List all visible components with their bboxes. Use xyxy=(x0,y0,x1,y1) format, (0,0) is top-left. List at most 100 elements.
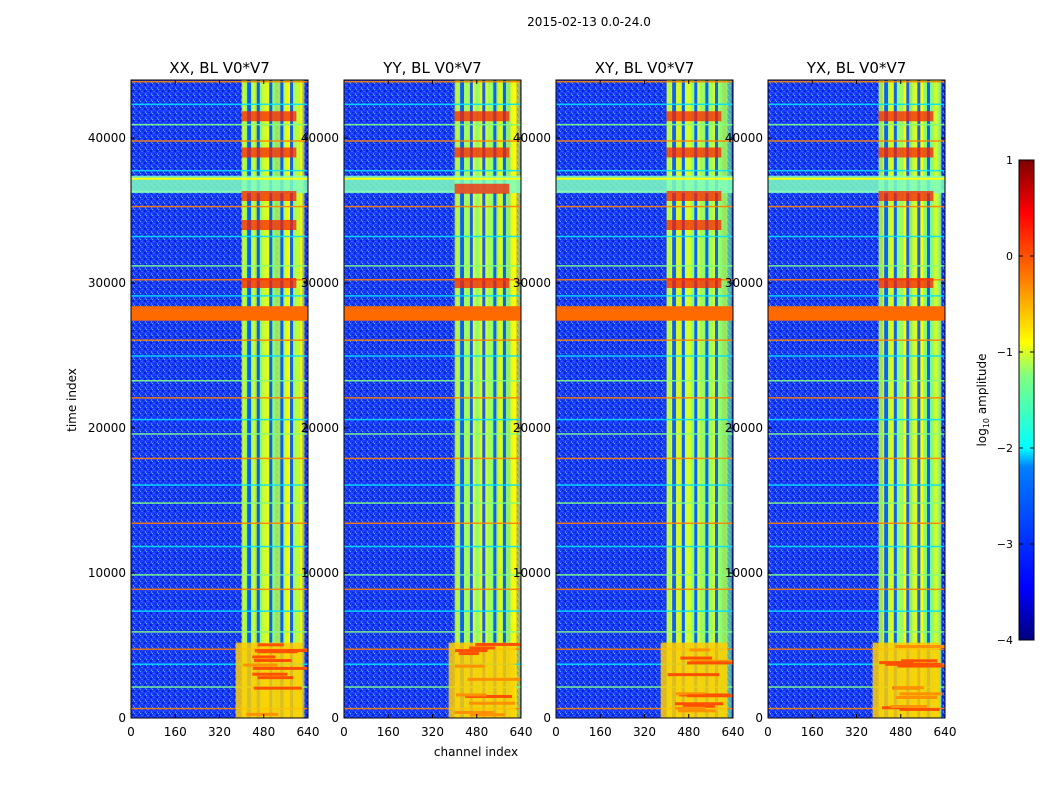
rfi-stripe xyxy=(256,80,260,718)
colorbar-label-suffix: amplitude xyxy=(975,354,989,418)
panel-title: XY, BL V0*V7 xyxy=(595,59,695,77)
y-tick-label: 0 xyxy=(543,711,551,725)
y-axis-label: time index xyxy=(65,368,79,432)
rfi-stripe xyxy=(694,80,698,718)
y-tick-label: 40000 xyxy=(88,131,126,145)
colorbar-label-prefix: log xyxy=(975,428,989,446)
x-tick-label: 640 xyxy=(934,725,957,739)
low-burst-texture xyxy=(885,662,943,666)
rfi-line xyxy=(556,123,733,126)
low-burst-texture xyxy=(455,649,488,653)
hot-spot xyxy=(878,111,934,122)
rfi-line xyxy=(556,295,733,297)
rfi-line xyxy=(768,235,945,238)
rfi-line xyxy=(556,484,733,486)
rfi-stripe xyxy=(681,80,685,718)
rfi-line xyxy=(131,588,308,591)
y-tick-label: 30000 xyxy=(301,276,339,290)
x-tick-label: 320 xyxy=(845,725,868,739)
rfi-line xyxy=(344,457,521,460)
rfi-line xyxy=(768,169,945,172)
y-tick-label: 10000 xyxy=(725,566,763,580)
rfi-texture xyxy=(270,80,276,718)
rfi-line xyxy=(768,522,945,524)
rfi-line xyxy=(768,663,945,665)
rfi-texture xyxy=(717,80,722,718)
rfi-line xyxy=(131,123,308,126)
rfi-texture xyxy=(251,80,255,718)
y-tick-label: 30000 xyxy=(513,276,551,290)
heatmap-image xyxy=(556,80,733,718)
rfi-line xyxy=(131,545,308,548)
hot-spot xyxy=(454,183,510,194)
x-tick-label: 640 xyxy=(297,725,320,739)
rfi-line xyxy=(556,397,733,399)
rfi-line xyxy=(344,484,521,486)
rfi-line xyxy=(768,397,945,399)
low-burst-texture xyxy=(686,661,733,665)
rfi-line xyxy=(768,457,945,460)
rfi-texture xyxy=(514,80,521,718)
rfi-texture xyxy=(262,80,269,718)
low-burst-texture xyxy=(667,673,720,677)
rfi-line xyxy=(556,631,733,633)
rfi-texture xyxy=(709,80,713,718)
hot-spot xyxy=(878,191,934,201)
low-burst-texture xyxy=(899,707,940,711)
rfi-line xyxy=(768,279,945,281)
rfi-line xyxy=(556,663,733,665)
y-tick-label: 0 xyxy=(118,711,126,725)
rfi-stripe xyxy=(927,80,931,718)
rfi-line xyxy=(131,418,308,421)
rfi-stripe xyxy=(906,80,910,718)
rfi-line xyxy=(344,610,521,612)
hot-spot xyxy=(666,111,722,122)
rfi-line xyxy=(768,502,945,504)
rfi-line xyxy=(768,707,945,710)
strong-band xyxy=(768,175,945,194)
rfi-line xyxy=(344,295,521,297)
rfi-texture xyxy=(487,80,491,718)
x-tick-label: 160 xyxy=(801,725,824,739)
rfi-line xyxy=(768,295,945,297)
rfi-line xyxy=(131,140,308,142)
rfi-line xyxy=(344,545,521,548)
low-burst-texture xyxy=(253,686,302,690)
hot-spot xyxy=(666,191,722,201)
rfi-texture xyxy=(510,80,516,718)
rfi-line xyxy=(344,522,521,524)
rfi-line xyxy=(344,339,521,341)
x-tick-label: 480 xyxy=(465,725,488,739)
low-burst-texture xyxy=(690,659,733,663)
colorbar-tick-label: 1 xyxy=(1006,154,1013,167)
colorbar-tick-label: −1 xyxy=(997,346,1013,359)
y-tick-label: 20000 xyxy=(301,421,339,435)
rfi-line xyxy=(556,433,733,435)
panel-title: YY, BL V0*V7 xyxy=(382,59,481,77)
low-burst-texture xyxy=(879,661,913,665)
rfi-line xyxy=(131,663,308,665)
low-burst-texture xyxy=(257,676,294,680)
rfi-stripe xyxy=(469,80,473,718)
y-tick-label: 10000 xyxy=(513,566,551,580)
hot-spot xyxy=(666,278,722,288)
x-tick-label: 160 xyxy=(164,725,187,739)
rfi-line xyxy=(556,686,733,688)
y-tick-label: 30000 xyxy=(725,276,763,290)
rfi-line xyxy=(344,123,521,126)
rfi-stripe xyxy=(493,80,497,718)
rfi-line xyxy=(556,457,733,460)
saturated-band xyxy=(344,306,521,321)
rfi-line xyxy=(131,397,308,399)
rfi-stripe xyxy=(672,80,677,718)
rfi-line xyxy=(344,265,521,267)
saturated-band xyxy=(131,306,308,321)
low-burst-texture xyxy=(683,704,715,708)
x-axis-label: channel index xyxy=(434,745,518,759)
x-tick-label: 480 xyxy=(889,725,912,739)
hot-spot xyxy=(454,147,510,158)
hot-spot xyxy=(878,147,934,158)
rfi-stripe xyxy=(503,80,507,718)
rfi-line xyxy=(344,279,521,281)
rfi-line xyxy=(131,205,308,208)
